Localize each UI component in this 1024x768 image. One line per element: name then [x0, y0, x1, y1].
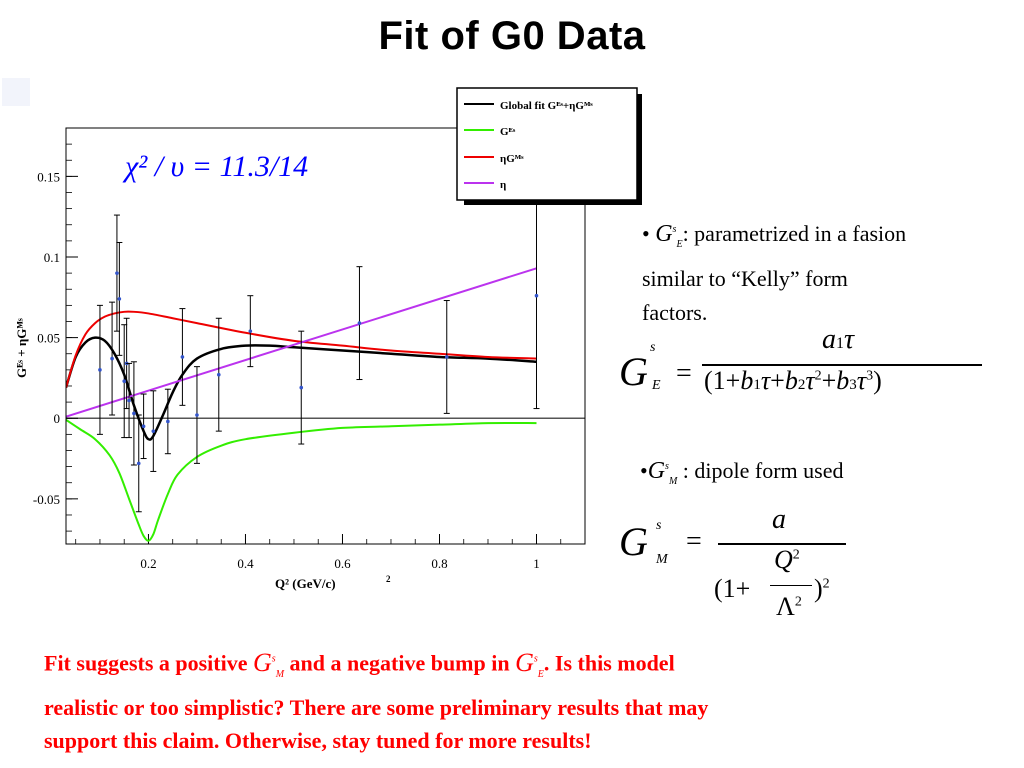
legend-entry: ηGᴹˢ [500, 153, 524, 165]
legend-entry: Global fit Gᴱˢ+ηGᴹˢ [500, 100, 593, 112]
gm-sub: M [656, 552, 668, 567]
ge-denominator: (1+b1τ+b2τ2+b3τ3) [704, 366, 882, 395]
gm-denominator-left: (1+ [714, 574, 751, 603]
data-marker [132, 411, 136, 416]
data-point [247, 295, 254, 368]
data-marker [166, 419, 170, 424]
data-marker [127, 398, 131, 403]
data-point [150, 390, 157, 472]
gm-numerator: a [772, 504, 786, 535]
data-point [96, 304, 103, 435]
y-tick-label: -0.05 [33, 492, 60, 507]
data-point [113, 214, 120, 332]
data-marker [216, 372, 221, 377]
page-title: Fit of G0 Data [378, 14, 646, 58]
x-tick-label: 0.4 [237, 556, 254, 571]
data-point [135, 414, 142, 513]
data-point [298, 330, 305, 445]
data-marker [136, 461, 141, 466]
y-tick-label: 0.1 [44, 250, 60, 265]
data-marker [444, 355, 449, 359]
ge-numerator: a1τ [822, 324, 855, 355]
ge-equation: G [619, 349, 648, 394]
y-tick-label: 0 [54, 411, 61, 426]
data-marker [357, 321, 362, 325]
ge-fraction-line [702, 364, 982, 366]
data-marker [248, 329, 253, 333]
data-marker [534, 293, 539, 298]
ge-sub: E [652, 378, 661, 393]
data-point [130, 361, 137, 466]
data-marker [122, 379, 127, 383]
gm-inner-fraction-line [770, 585, 812, 586]
data-marker [115, 271, 119, 275]
legend-entry: Gᴱˢ [500, 126, 516, 138]
data-point [109, 301, 116, 416]
data-marker [110, 356, 114, 361]
ge-sup: s [650, 340, 656, 355]
y-tick-label: 0.05 [37, 331, 60, 346]
data-marker [151, 429, 156, 433]
data-point [193, 366, 200, 464]
chi-square-annotation: χ² / υ = 11.3/14 [122, 150, 308, 183]
data-marker [117, 297, 122, 301]
gm-q2: Q2 [774, 545, 800, 574]
gm-fraction-line [718, 543, 846, 545]
legend-entry: η [500, 179, 506, 191]
data-point [356, 266, 363, 381]
x-tick-label: 1 [533, 556, 540, 571]
x-tick-label: 0.6 [334, 556, 351, 571]
gm-sup: s [656, 518, 662, 533]
gm-equation: G [619, 519, 648, 564]
data-point [443, 300, 450, 414]
bullet-ge: • GsE: parametrized in a fasion similar … [642, 221, 907, 325]
data-marker [180, 355, 185, 359]
data-marker [299, 385, 304, 390]
gm-equals: = [686, 526, 702, 557]
series-line [66, 310, 537, 388]
ge-equals: = [676, 358, 692, 389]
x-tick-label: 0.2 [140, 556, 156, 571]
data-marker [98, 368, 102, 372]
data-point [116, 241, 123, 356]
legend: Global fit Gᴱˢ+ηGᴹˢ Gᴱˢ ηGᴹˢ η [456, 87, 642, 205]
data-point [140, 393, 147, 460]
decorative-box [2, 78, 30, 106]
bullet-gm: •GsM : dipole form used [640, 458, 844, 487]
y-tick-label: 0.15 [37, 169, 60, 184]
y-axis-label: Gᴱˢ + ηGᴹˢ [14, 318, 29, 378]
data-point [164, 388, 171, 455]
data-point [533, 182, 540, 410]
footer-text: Fit suggests a positive GsM and a negati… [44, 647, 709, 753]
gm-lambda2: Λ2 [776, 592, 802, 621]
data-point [215, 317, 222, 432]
x-axis-label-exponent: 2 [386, 574, 391, 584]
gm-denominator-right: )2 [814, 574, 830, 603]
x-axis-label: Q² (GeV/c) [275, 576, 336, 591]
series-line [66, 419, 537, 542]
data-marker [141, 424, 146, 429]
plot-frame [65, 127, 586, 545]
x-tick-label: 0.8 [431, 556, 447, 571]
data-point [179, 308, 186, 406]
data-marker [195, 413, 199, 417]
data-point [126, 362, 133, 439]
